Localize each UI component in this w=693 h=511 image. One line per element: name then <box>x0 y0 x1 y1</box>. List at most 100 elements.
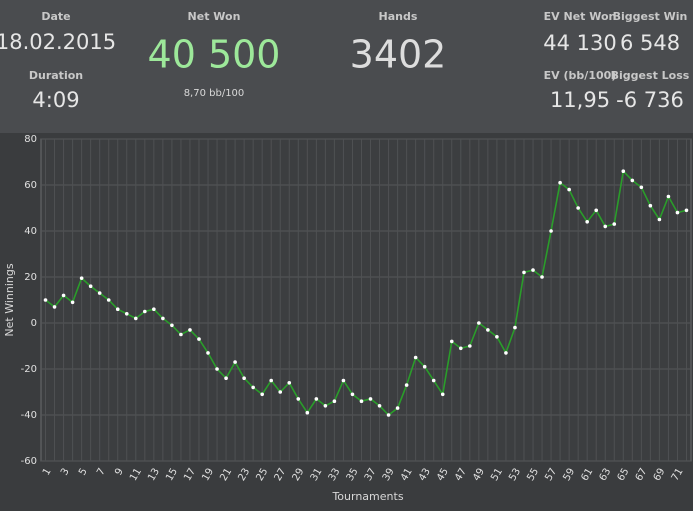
point <box>458 346 463 351</box>
point <box>522 270 526 275</box>
point <box>278 390 283 394</box>
x-tick-label: 13 <box>146 467 162 484</box>
point <box>52 305 57 309</box>
stat-label: Biggest Win <box>613 10 688 23</box>
stat-value: 18.02.2015 <box>0 30 116 54</box>
x-tick-label: 31 <box>309 467 325 484</box>
x-tick-label: 7 <box>95 467 108 478</box>
x-tick-label: 61 <box>579 467 595 484</box>
point <box>43 298 48 302</box>
point <box>296 397 301 401</box>
point <box>513 325 517 330</box>
stat-label: Biggest Loss <box>611 69 690 82</box>
point <box>612 222 617 226</box>
point <box>79 276 84 280</box>
point <box>549 229 553 233</box>
point <box>377 404 382 408</box>
x-tick-label: 57 <box>543 467 559 484</box>
point <box>242 376 246 381</box>
x-tick-label: 1 <box>41 467 54 478</box>
point <box>133 316 138 321</box>
stat-label: Hands <box>379 10 418 23</box>
point <box>675 210 680 215</box>
y-tick-label: 60 <box>24 180 37 191</box>
x-tick-label: 69 <box>652 467 668 484</box>
point <box>657 217 662 222</box>
point <box>170 323 174 328</box>
x-tick-label: 71 <box>670 467 686 484</box>
point <box>115 307 120 312</box>
point <box>332 399 337 404</box>
x-tick-label: 67 <box>634 467 650 484</box>
x-tick-label: 21 <box>218 467 234 484</box>
point <box>233 360 237 364</box>
point <box>648 203 653 208</box>
x-tick-label: 15 <box>164 467 180 484</box>
plot-area <box>40 138 692 462</box>
stat-value: 3402 <box>350 33 447 77</box>
point <box>305 410 310 415</box>
point <box>152 307 156 312</box>
stat-value: 11,95 <box>550 88 610 112</box>
y-tick-label: 20 <box>24 272 37 283</box>
x-tick-label: 63 <box>598 467 614 484</box>
point <box>666 194 671 199</box>
stat-label: EV Net Won <box>544 10 617 23</box>
point <box>88 284 93 289</box>
header-panel <box>0 0 693 133</box>
point <box>422 364 427 369</box>
point <box>341 378 346 383</box>
point <box>97 291 102 295</box>
point <box>124 312 129 316</box>
point <box>323 404 328 408</box>
point <box>630 178 635 183</box>
y-axis-title: Net Winnings <box>3 263 16 336</box>
x-tick-label: 23 <box>236 467 252 484</box>
point <box>161 316 165 321</box>
point <box>486 328 490 332</box>
x-tick-label: 41 <box>399 467 415 484</box>
point <box>585 220 589 224</box>
point <box>504 351 508 355</box>
point <box>251 385 255 390</box>
x-tick-label: 53 <box>507 467 523 484</box>
x-tick-label: 19 <box>200 467 216 484</box>
point <box>314 397 319 401</box>
stat-value: -6 736 <box>616 88 684 112</box>
stat-value: 4:09 <box>32 88 79 112</box>
point <box>495 335 499 339</box>
x-tick-label: 37 <box>363 467 379 484</box>
x-tick-label: 33 <box>327 467 343 484</box>
point <box>260 392 264 397</box>
x-tick-label: 51 <box>489 467 505 484</box>
point <box>61 293 66 298</box>
point <box>70 300 75 305</box>
point <box>567 187 571 192</box>
point <box>558 180 562 185</box>
point <box>359 399 364 404</box>
point <box>106 298 111 302</box>
y-tick-label: -20 <box>21 364 37 375</box>
point <box>639 185 644 190</box>
stat-label: Duration <box>29 69 83 82</box>
y-tick-label: 0 <box>31 318 37 329</box>
point <box>684 208 689 213</box>
stat-label: Date <box>41 10 70 23</box>
x-tick-label: 29 <box>291 467 307 484</box>
point <box>449 339 454 344</box>
x-tick-label: 25 <box>254 467 270 484</box>
point <box>197 337 201 341</box>
x-tick-label: 35 <box>345 467 361 484</box>
stat-value: 44 130 <box>543 31 616 55</box>
point <box>540 275 544 279</box>
x-tick-label: 17 <box>182 467 198 484</box>
point <box>206 351 210 355</box>
x-tick-label: 59 <box>561 467 577 484</box>
x-tick-label: 27 <box>273 467 289 484</box>
stat-value: 6 548 <box>620 31 680 55</box>
x-tick-label: 47 <box>453 467 469 484</box>
point <box>269 378 274 383</box>
y-tick-label: 80 <box>24 134 37 145</box>
point <box>287 381 292 385</box>
